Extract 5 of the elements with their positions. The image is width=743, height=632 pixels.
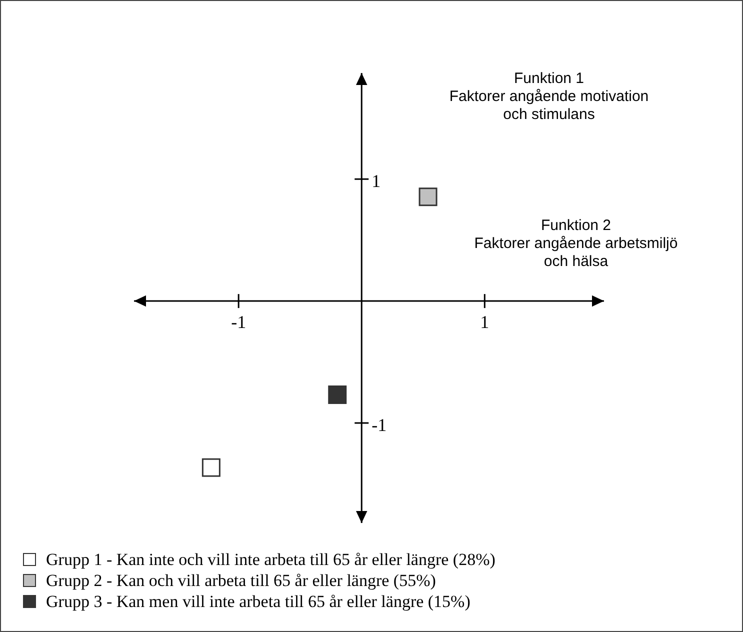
legend-label: Grupp 1 - Kan inte och vill inte arbeta till 65 år eller längre (28%) [46, 550, 496, 570]
x-axis-title: Funktion 2 Faktorer angående arbetsmiljö och hälsa [474, 217, 678, 270]
y-axis-title: Funktion 1 Faktorer angående motivation och stimulans [449, 70, 649, 123]
legend-label: Grupp 3 - Kan men vill inte arbeta till 65 år eller längre (15%) [46, 592, 470, 612]
legend-label: Grupp 2 - Kan och vill arbeta till 65 år eller längre (55%) [46, 570, 436, 590]
